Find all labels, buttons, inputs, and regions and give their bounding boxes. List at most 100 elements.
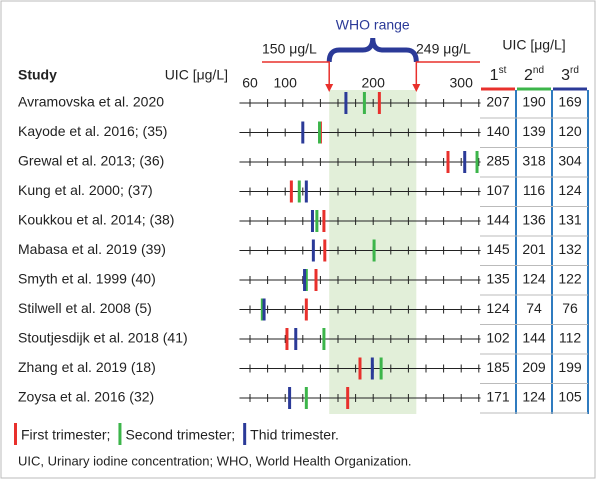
column-number: 3: [561, 67, 570, 84]
x-tick-label: 200: [362, 75, 386, 91]
uic-mark: [322, 210, 326, 232]
column-suffix: rd: [570, 65, 579, 76]
table-value: 185: [486, 359, 510, 375]
table-column-header: 3rd: [561, 65, 579, 85]
uic-mark: [314, 269, 318, 291]
uic-mark: [323, 239, 327, 262]
table-value: 124: [522, 271, 546, 287]
study-label: Grewal et al. 2013; (36): [18, 153, 164, 169]
uic-mark: [379, 357, 383, 380]
study-label: Stilwell et al. 2008 (5): [18, 300, 152, 316]
column-suffix: nd: [533, 65, 544, 76]
table-value: 105: [558, 389, 582, 405]
table-header: UIC [μg/L]: [502, 37, 565, 53]
high-label: 249 μg/L: [416, 41, 471, 57]
table-column-header: 2nd: [524, 65, 544, 85]
uic-mark: [372, 239, 376, 262]
footnote: UIC, Urinary iodine concentration; WHO, …: [18, 453, 412, 468]
uic-mark: [262, 298, 266, 321]
study-label: Koukkou et al. 2014; (38): [18, 212, 174, 228]
table-value: 207: [486, 94, 510, 110]
study-label: Zoysa et al. 2016 (32): [18, 389, 154, 405]
table-value: 199: [558, 359, 582, 375]
uic-mark: [260, 298, 264, 321]
study-label: Kayode et al. 2016; (35): [18, 123, 167, 139]
who-label: WHO range: [336, 17, 410, 33]
uic-mark: [346, 387, 350, 409]
table-value: 132: [558, 241, 582, 257]
table-value: 112: [559, 330, 582, 346]
study-label: Zhang et al. 2019 (18): [18, 359, 156, 375]
table-value: 209: [522, 359, 546, 375]
table-value: 169: [558, 94, 582, 110]
who-brace: [326, 37, 419, 63]
legend-swatch: [118, 423, 122, 445]
x-axis-label: UIC [μg/L]: [165, 67, 228, 83]
uic-mark: [304, 269, 308, 291]
table-value: 102: [486, 330, 510, 346]
uic-mark: [304, 180, 308, 203]
low-label: 150 μg/L: [262, 41, 317, 57]
uic-mark: [322, 328, 326, 350]
table-value: 124: [558, 182, 582, 198]
study-label: Avramovska et al. 2020: [18, 94, 164, 110]
column-number: 1: [490, 67, 499, 84]
uic-mark: [310, 210, 314, 232]
table-value: 76: [562, 300, 578, 316]
table-value: 190: [522, 94, 546, 110]
table-value: 124: [486, 300, 510, 316]
table-value: 171: [486, 389, 510, 405]
table-value: 131: [558, 212, 582, 228]
uic-mark: [463, 151, 467, 173]
table-value: 140: [486, 123, 510, 139]
uic-mark: [294, 328, 298, 350]
table-value: 136: [522, 212, 546, 228]
column-suffix: st: [499, 65, 507, 76]
uic-mark: [304, 298, 308, 321]
uic-mark: [285, 328, 289, 350]
study-label: Kung et al. 2000; (37): [18, 182, 153, 198]
low-arrow: [262, 61, 330, 88]
table-value: 144: [486, 212, 510, 228]
uic-mark: [446, 151, 450, 173]
table-value: 116: [523, 182, 546, 198]
uic-mark: [301, 121, 305, 144]
study-label: Smyth et al. 1999 (40): [18, 271, 156, 287]
study-label: Mabasa et al. 2019 (39): [18, 241, 166, 257]
x-tick-label: 60: [242, 75, 258, 91]
uic-mark: [377, 92, 381, 114]
study-label: Stoutjesdijk et al. 2018 (41): [18, 330, 188, 346]
legend-swatch: [243, 423, 247, 445]
low-arrowhead: [325, 84, 334, 92]
uic-mark: [358, 357, 362, 380]
legend-label: Second trimester;: [125, 427, 235, 443]
table-value: 124: [522, 389, 546, 405]
uic-mark: [370, 357, 374, 380]
table-value: 107: [486, 182, 510, 198]
legend-label: First trimester;: [21, 427, 110, 443]
uic-mark: [288, 387, 292, 409]
table-value: 318: [522, 153, 546, 169]
table-value: 144: [522, 330, 546, 346]
category-header: Study: [18, 67, 57, 83]
table-value: 74: [526, 300, 542, 316]
uic-mark: [475, 151, 479, 173]
high-arrow: [415, 61, 480, 88]
x-tick-label: 300: [450, 75, 474, 91]
table-value: 304: [558, 153, 582, 169]
uic-mark: [297, 180, 301, 203]
table-column-header: 1st: [490, 65, 507, 85]
table-value: 285: [486, 153, 510, 169]
uic-mark: [318, 121, 322, 144]
table-value: 139: [522, 123, 546, 139]
table-value: 135: [486, 271, 510, 287]
uic-mark: [315, 210, 319, 232]
uic-mark: [304, 387, 308, 409]
uic-mark: [362, 92, 366, 114]
high-arrowhead: [412, 84, 421, 92]
column-number: 2: [524, 67, 533, 84]
table-value: 120: [558, 123, 582, 139]
legend-swatch: [14, 423, 17, 445]
x-tick-label: 100: [274, 75, 298, 91]
